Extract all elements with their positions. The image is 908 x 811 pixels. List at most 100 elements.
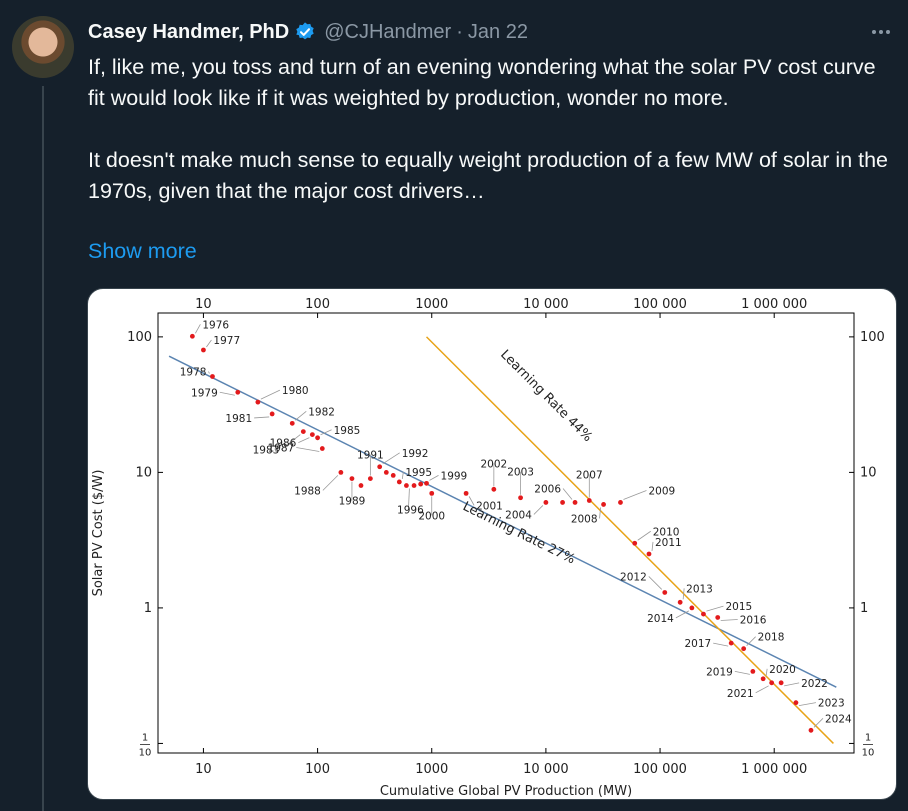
- fit-label: Learning Rate 44%: [497, 347, 595, 445]
- year-label-leader: [429, 475, 439, 481]
- year-label-2016: 2016: [740, 614, 767, 626]
- year-label-1989: 1989: [339, 496, 366, 508]
- data-point-2022: [778, 680, 784, 686]
- year-label-leader: [734, 671, 750, 675]
- data-point-2002: [491, 486, 497, 492]
- y-tick-label-num: 1: [142, 732, 148, 743]
- y-tick-label-right: 1: [860, 601, 868, 616]
- year-label-leader: [562, 488, 573, 500]
- year-label-leader: [260, 389, 281, 400]
- year-label-leader: [322, 475, 339, 491]
- year-label-2020: 2020: [769, 664, 796, 676]
- year-label-leader: [401, 471, 404, 480]
- x-tick-label: 1000: [415, 762, 448, 777]
- year-label-leader: [281, 434, 301, 450]
- year-label-2003: 2003: [507, 467, 534, 479]
- data-point-2021: [769, 680, 775, 686]
- data-point-1980: [255, 399, 261, 405]
- cost-curve-chart: 10 10 100 100 1000 1000 10 000 10 000 100 000 100…: [91, 297, 885, 799]
- year-label-leader: [599, 507, 601, 519]
- tweet-paragraph-1: If, like me, you toss and turn of an eve…: [88, 55, 876, 110]
- year-label-2002: 2002: [480, 458, 507, 470]
- tweet-paragraph-2: It doesn't make much sense to equally we…: [88, 148, 889, 203]
- year-label-2007: 2007: [576, 470, 603, 482]
- year-label-leader: [784, 682, 800, 687]
- year-label-1987: 1987: [268, 443, 295, 455]
- x-tick-label: 1 000 000: [741, 762, 807, 777]
- year-label-leader: [298, 437, 310, 443]
- data-point-2015: [701, 611, 706, 617]
- x-tick-label: 100: [305, 762, 330, 777]
- data-point-2016: [715, 615, 721, 620]
- year-label-2014: 2014: [647, 613, 674, 625]
- year-label-leader: [720, 619, 738, 621]
- data-point-2003: [518, 495, 523, 501]
- year-label-leader: [682, 588, 685, 600]
- year-label-leader: [295, 411, 307, 421]
- tweet-media-chart[interactable]: 10 10 100 100 1000 1000 10 000 10 000 100 000 100…: [87, 288, 897, 800]
- year-label-2019: 2019: [706, 666, 733, 678]
- x-tick-label-top: 100 000: [633, 297, 687, 312]
- x-tick-label: 10: [195, 762, 212, 777]
- data-point-2020: [760, 676, 766, 682]
- year-label-2000: 2000: [418, 510, 445, 522]
- y-tick-label-right: 10: [860, 465, 877, 480]
- data-point-2013: [677, 599, 683, 605]
- avatar[interactable]: [12, 16, 74, 78]
- data-point-2007: [586, 498, 592, 503]
- year-label-1983: 1983: [253, 445, 280, 457]
- data-point-2023: [793, 700, 799, 706]
- author-name[interactable]: Casey Handmer, PhD: [88, 20, 290, 43]
- year-label-1976: 1976: [202, 319, 229, 331]
- data-point-2001: [463, 490, 469, 496]
- year-label-1979: 1979: [191, 387, 218, 399]
- year-label-1991: 1991: [357, 450, 384, 462]
- y-axis-label: Solar PV Cost ($/W): [91, 470, 106, 597]
- year-label-2022: 2022: [801, 678, 828, 690]
- year-label-2006: 2006: [534, 483, 561, 495]
- year-label-1988: 1988: [294, 485, 321, 497]
- y-tick-label-right: 100: [860, 330, 885, 345]
- x-tick-label: 100 000: [633, 762, 687, 777]
- data-point-1983: [300, 429, 306, 434]
- year-label-2001: 2001: [476, 500, 503, 512]
- year-label-leader: [765, 668, 768, 676]
- tweet-date[interactable]: Jan 22: [467, 20, 528, 43]
- year-label-leader: [533, 505, 544, 515]
- year-label-leader: [468, 496, 475, 506]
- data-point-1990: [358, 483, 364, 488]
- data-point-1999: [424, 480, 429, 486]
- data-point-1987: [319, 446, 325, 451]
- year-label-leader: [382, 452, 400, 465]
- year-label-1986: 1986: [270, 438, 297, 450]
- year-label-1996: 1996: [397, 505, 424, 517]
- year-label-leader: [675, 610, 690, 619]
- year-label-leader: [648, 576, 663, 590]
- data-point-1997: [411, 483, 417, 488]
- data-point-2010: [632, 540, 638, 546]
- year-label-leader: [746, 636, 756, 646]
- year-label-2008: 2008: [571, 513, 598, 525]
- year-label-leader: [623, 490, 647, 500]
- y-tick-label: 1: [144, 601, 152, 616]
- y-tick-label-right-num: 1: [865, 732, 871, 743]
- data-point-1993: [383, 469, 389, 475]
- year-label-1977: 1977: [213, 335, 240, 347]
- data-point-1994: [390, 473, 396, 478]
- year-label-leader: [195, 324, 201, 334]
- x-tick-label-top: 10 000: [523, 297, 569, 312]
- data-point-2005: [560, 500, 565, 505]
- year-label-leader: [706, 605, 724, 612]
- more-options-icon[interactable]: [868, 20, 894, 44]
- data-point-2012: [662, 590, 668, 595]
- plot-frame: [157, 312, 855, 754]
- y-tick-label: 10: [135, 465, 152, 480]
- year-label-leader: [320, 429, 332, 436]
- data-point-1988: [338, 469, 344, 475]
- author-handle[interactable]: @CJHandmer: [324, 20, 452, 43]
- x-tick-label: 10 000: [523, 762, 569, 777]
- y-tick-label-right-den: 10: [862, 747, 875, 758]
- x-tick-label-top: 1 000 000: [741, 297, 807, 312]
- data-point-1976: [189, 333, 195, 339]
- show-more-link[interactable]: Show more: [88, 239, 197, 263]
